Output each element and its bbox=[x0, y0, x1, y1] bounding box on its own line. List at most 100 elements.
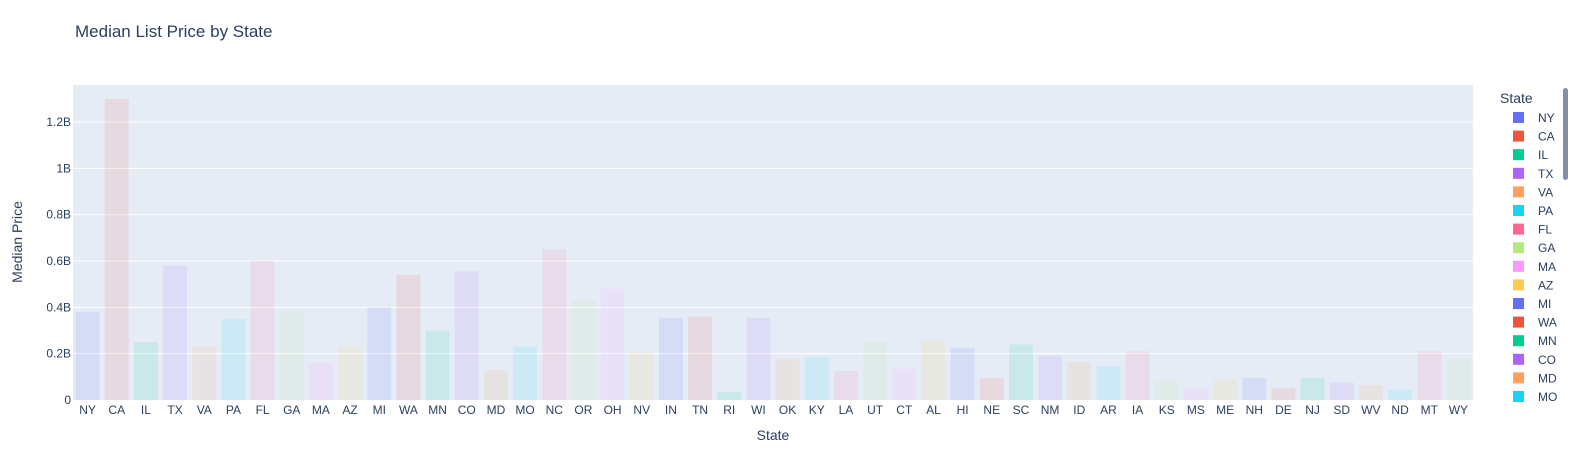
x-tick-label-az: AZ bbox=[342, 403, 357, 417]
bar-nv[interactable] bbox=[629, 351, 654, 400]
bar-ia[interactable] bbox=[1125, 351, 1150, 400]
x-tick-label-ks: KS bbox=[1159, 403, 1175, 417]
x-tick-label-nc: NC bbox=[546, 403, 564, 417]
legend-item-ma[interactable]: MA bbox=[1513, 260, 1556, 274]
bar-sc[interactable] bbox=[1008, 344, 1033, 400]
legend-item-fl[interactable]: FL bbox=[1513, 223, 1552, 237]
bar-de[interactable] bbox=[1271, 388, 1296, 400]
bar-id[interactable] bbox=[1067, 361, 1092, 400]
bar-az[interactable] bbox=[338, 346, 363, 400]
bar-ky[interactable] bbox=[804, 357, 829, 400]
bar-fl[interactable] bbox=[250, 261, 275, 400]
x-tick-label-wi: WI bbox=[751, 403, 766, 417]
legend-label: FL bbox=[1538, 223, 1552, 237]
x-tick-label-la: LA bbox=[839, 403, 854, 417]
bar-va[interactable] bbox=[192, 346, 217, 400]
bar-al[interactable] bbox=[921, 339, 946, 400]
legend-item-ga[interactable]: GA bbox=[1513, 241, 1555, 255]
legend-items[interactable]: NY CA IL TX VA PA FL GA MA AZ MI WA MN CO MD MO bbox=[1513, 111, 1557, 404]
bar-wa[interactable] bbox=[396, 274, 421, 400]
bar-il[interactable] bbox=[133, 342, 158, 400]
legend-item-mo[interactable]: MO bbox=[1513, 390, 1557, 404]
bar-ga[interactable] bbox=[279, 311, 304, 400]
x-tick-label-pa: PA bbox=[226, 403, 241, 417]
bar-mo[interactable] bbox=[513, 346, 538, 400]
legend-item-pa[interactable]: PA bbox=[1513, 204, 1553, 218]
bar-ar[interactable] bbox=[1096, 366, 1121, 400]
x-tick-label-va: VA bbox=[197, 403, 212, 417]
x-tick-label-mo: MO bbox=[515, 403, 534, 417]
bar-tx[interactable] bbox=[163, 265, 188, 400]
x-tick-label-ut: UT bbox=[867, 403, 884, 417]
legend-item-mi[interactable]: MI bbox=[1513, 297, 1551, 311]
x-tick-label-mt: MT bbox=[1421, 403, 1439, 417]
bar-la[interactable] bbox=[833, 371, 858, 400]
x-tick-label-tn: TN bbox=[692, 403, 708, 417]
bar-nc[interactable] bbox=[542, 249, 567, 400]
bar-tn[interactable] bbox=[688, 316, 713, 400]
bar-ri[interactable] bbox=[717, 391, 742, 400]
bar-pa[interactable] bbox=[221, 318, 246, 400]
legend-item-tx[interactable]: TX bbox=[1513, 167, 1553, 181]
bar-nj[interactable] bbox=[1300, 377, 1325, 400]
bar-me[interactable] bbox=[1213, 379, 1238, 400]
y-tick-label: 0.8B bbox=[46, 208, 71, 222]
y-tick-label: 0.2B bbox=[46, 347, 71, 361]
legend-label: GA bbox=[1538, 241, 1555, 255]
legend-item-md[interactable]: MD bbox=[1513, 371, 1557, 385]
legend-item-mn[interactable]: MN bbox=[1513, 334, 1557, 348]
bar-ma[interactable] bbox=[308, 362, 333, 400]
bar-or[interactable] bbox=[571, 300, 596, 400]
legend-swatch bbox=[1513, 223, 1524, 235]
legend-swatch bbox=[1513, 260, 1524, 272]
legend-item-va[interactable]: VA bbox=[1513, 185, 1553, 199]
bar-md[interactable] bbox=[483, 369, 508, 400]
bar-ms[interactable] bbox=[1183, 388, 1208, 400]
legend-swatch bbox=[1513, 279, 1524, 291]
legend-scrollbar[interactable] bbox=[1563, 88, 1568, 180]
bar-nd[interactable] bbox=[1388, 389, 1413, 400]
bar-ks[interactable] bbox=[1154, 381, 1179, 400]
legend-item-il[interactable]: IL bbox=[1513, 148, 1548, 162]
bar-mt[interactable] bbox=[1417, 351, 1442, 400]
bar-nh[interactable] bbox=[1242, 377, 1267, 400]
bar-hi[interactable] bbox=[950, 347, 975, 400]
legend-item-co[interactable]: CO bbox=[1513, 353, 1556, 367]
bar-mi[interactable] bbox=[367, 307, 392, 400]
legend-label: MI bbox=[1538, 297, 1551, 311]
x-tick-label-co: CO bbox=[458, 403, 476, 417]
bar-ne[interactable] bbox=[979, 377, 1004, 400]
x-tick-label-or: OR bbox=[574, 403, 592, 417]
bar-co[interactable] bbox=[454, 271, 479, 400]
x-tick-label-il: IL bbox=[141, 403, 151, 417]
bar-wi[interactable] bbox=[746, 317, 771, 400]
bar-ct[interactable] bbox=[892, 368, 917, 400]
legend[interactable]: State NY CA IL TX VA PA FL GA MA AZ MI WA MN CO MD MO bbox=[1500, 90, 1557, 404]
legend-title: State bbox=[1500, 90, 1533, 106]
x-tick-label-ct: CT bbox=[896, 403, 913, 417]
x-tick-label-ky: KY bbox=[809, 403, 825, 417]
bar-oh[interactable] bbox=[600, 288, 625, 400]
bar-nm[interactable] bbox=[1038, 355, 1063, 400]
bar-ca[interactable] bbox=[104, 98, 129, 400]
bar-sd[interactable] bbox=[1329, 382, 1354, 400]
y-tick-label: 0 bbox=[64, 393, 71, 407]
bars[interactable] bbox=[75, 98, 1471, 400]
bar-mn[interactable] bbox=[425, 330, 450, 400]
legend-item-wa[interactable]: WA bbox=[1513, 316, 1557, 330]
bar-ok[interactable] bbox=[775, 358, 800, 400]
x-tick-label-sc: SC bbox=[1013, 403, 1030, 417]
x-tick-label-ga: GA bbox=[283, 403, 300, 417]
legend-item-az[interactable]: AZ bbox=[1513, 278, 1553, 292]
legend-item-ny[interactable]: NY bbox=[1513, 111, 1555, 125]
bar-in[interactable] bbox=[658, 317, 683, 400]
bar-ut[interactable] bbox=[863, 342, 888, 400]
bar-wv[interactable] bbox=[1358, 384, 1383, 400]
x-tick-label-oh: OH bbox=[604, 403, 622, 417]
x-tick-label-ma: MA bbox=[312, 403, 330, 417]
x-tick-label-id: ID bbox=[1073, 403, 1085, 417]
bar-ny[interactable] bbox=[75, 311, 100, 400]
legend-label: TX bbox=[1538, 167, 1553, 181]
bar-wy[interactable] bbox=[1446, 359, 1471, 400]
legend-item-ca[interactable]: CA bbox=[1513, 130, 1555, 144]
